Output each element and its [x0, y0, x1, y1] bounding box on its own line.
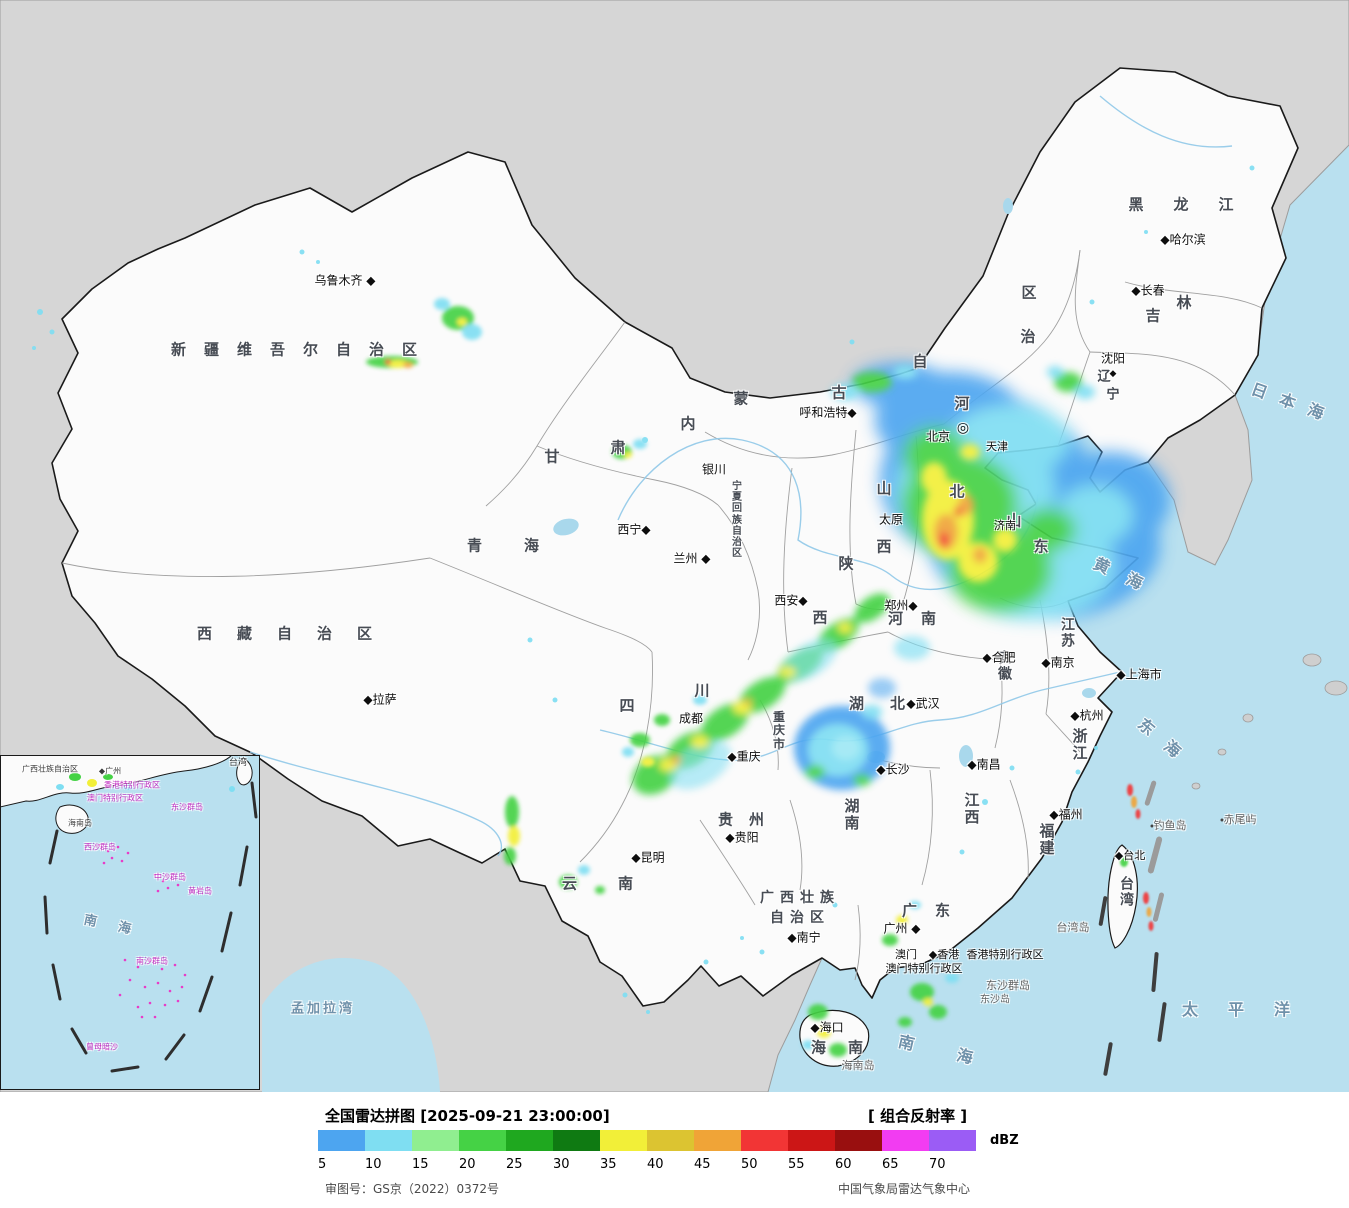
inset-border	[0, 755, 260, 1090]
legend-tick-value: 60	[835, 1157, 852, 1172]
legend-color-swatch	[835, 1130, 882, 1151]
inset-island-specks	[98, 843, 187, 1047]
legend-tick-value: 65	[882, 1157, 899, 1172]
taiwan-island	[1107, 844, 1138, 949]
legend-tick-value: 55	[788, 1157, 805, 1172]
legend-color-swatch	[318, 1130, 365, 1151]
china-basemap-svg	[0, 0, 1349, 1092]
legend-unit: dBZ	[990, 1133, 1019, 1148]
ryukyu-islands	[1144, 780, 1165, 922]
island-dots	[1150, 818, 1224, 828]
legend-color-swatch	[647, 1130, 694, 1151]
legend-color-swatch	[741, 1130, 788, 1151]
legend-color-swatch	[600, 1130, 647, 1151]
legend-color-swatch	[929, 1130, 976, 1151]
map-title: 全国雷达拼图 [2025-09-21 23:00:00]	[325, 1107, 610, 1125]
producer-credit: 中国气象局雷达气象中心	[838, 1182, 971, 1196]
product-name: [ 组合反射率 ]	[868, 1107, 968, 1125]
legend-tick-value: 25	[506, 1157, 523, 1172]
legend-ticks: 5 10 15 20 25 30 35 40 45 50 55 60 65 70	[318, 1157, 976, 1172]
map-approval-number: 审图号：GS京（2022）0372号	[325, 1182, 499, 1196]
legend-tick-value: 15	[412, 1157, 429, 1172]
legend-tick-value: 5	[318, 1157, 327, 1172]
legend-colorbar	[318, 1130, 976, 1151]
inset-taiwan	[236, 757, 253, 786]
inset-radar-echoes	[56, 773, 235, 792]
legend-color-swatch	[788, 1130, 835, 1151]
legend-bar: 全国雷达拼图 [2025-09-21 23:00:00] [ 组合反射率 ] d…	[0, 1092, 1349, 1208]
south-china-sea-inset: 广西壮族自治区 ◆广州 台湾 香港特别行政区 澳门特别行政区 东沙群岛 海南岛 西沙群岛 中沙群…	[0, 754, 260, 1090]
legend-tick-value: 70	[929, 1157, 946, 1172]
legend-color-swatch	[882, 1130, 929, 1151]
nine-dash-line	[43, 781, 258, 1073]
legend-tick-value: 20	[459, 1157, 476, 1172]
legend-tick-value: 10	[365, 1157, 382, 1172]
legend-color-swatch	[553, 1130, 600, 1151]
legend-color-swatch	[412, 1130, 459, 1151]
legend-tick-value: 50	[741, 1157, 758, 1172]
bay-of-bengal	[262, 957, 440, 1092]
legend-color-swatch	[506, 1130, 553, 1151]
foreign-islands	[1191, 653, 1348, 790]
legend-tick-value: 45	[694, 1157, 711, 1172]
inset-hainan	[55, 804, 89, 834]
inset-svg	[0, 754, 260, 1090]
hainan-island	[799, 1009, 870, 1067]
legend-tick-value: 35	[600, 1157, 617, 1172]
radar-echo-layer	[32, 165, 1255, 1057]
legend-tick-value: 30	[553, 1157, 570, 1172]
china-territory	[51, 67, 1299, 1007]
radar-map: 新疆维吾尔自治区 西藏自治区 青海甘肃内蒙古自治区宁 夏 回 族 自 治 区陕西山西…	[0, 0, 1349, 1092]
legend-color-swatch	[459, 1130, 506, 1151]
legend-color-swatch	[694, 1130, 741, 1151]
maritime-boundary-dashes	[1098, 896, 1167, 1076]
legend-color-swatch	[365, 1130, 412, 1151]
legend-tick-value: 40	[647, 1157, 664, 1172]
inset-mainland	[0, 754, 234, 808]
